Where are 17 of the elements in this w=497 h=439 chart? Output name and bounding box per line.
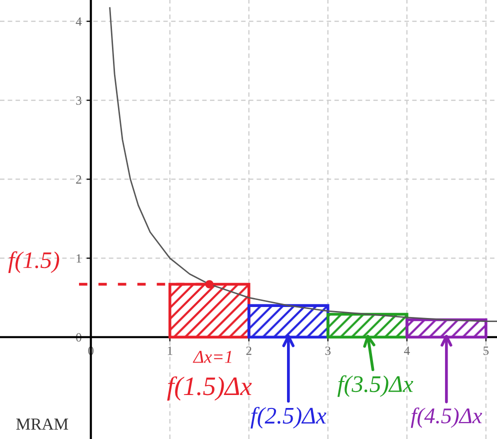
y-tick-label: 2 <box>76 175 82 184</box>
y-tick-label: 3 <box>76 96 82 105</box>
x-tick-label: 5 <box>484 346 489 355</box>
annotation: f(1.5)Δx <box>167 376 252 401</box>
annotation: Δx=1 <box>192 350 232 363</box>
annotation: f(4.5)Δx <box>410 407 482 428</box>
y-tick-label: 4 <box>76 17 82 26</box>
text: MRAM <box>16 418 68 430</box>
annotation: f(1.5) <box>8 251 60 273</box>
x-tick-label: 2 <box>246 346 252 355</box>
annotation: f(3.5)Δx <box>338 375 414 397</box>
y-tick-label: 1 <box>76 254 82 263</box>
x-tick-label: 3 <box>325 346 331 355</box>
x-tick-label: 1 <box>168 346 172 355</box>
line-series <box>109 7 497 322</box>
annotation: f(2.5)Δx <box>250 406 326 429</box>
x-tick-label: 4 <box>404 346 410 355</box>
